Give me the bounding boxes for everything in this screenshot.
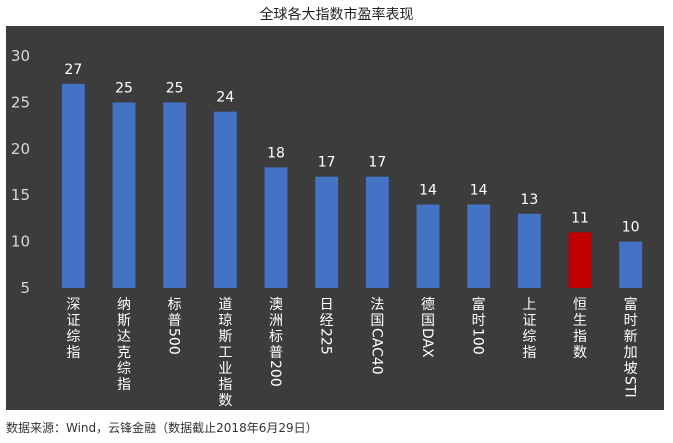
- svg-text:富: 富: [472, 296, 486, 313]
- svg-text:指: 指: [117, 377, 131, 393]
- svg-text:道: 道: [218, 297, 232, 313]
- data-source-note: 数据来源：Wind，云锋金融（数据截止2018年6月29日）: [6, 421, 318, 435]
- svg-text:指: 指: [66, 345, 80, 361]
- bar: [568, 232, 592, 288]
- y-tick-label: 10: [11, 233, 30, 251]
- svg-text:德: 德: [421, 297, 435, 313]
- data-label: 18: [267, 145, 285, 161]
- svg-text:STI: STI: [622, 376, 638, 398]
- bar-chart: 5101520253027深证综指25纳斯达克综指25标普50024道琼斯工业指…: [6, 26, 664, 410]
- svg-text:法: 法: [370, 297, 384, 313]
- bar: [315, 176, 339, 288]
- svg-text:普: 普: [168, 313, 182, 329]
- svg-text:证: 证: [522, 313, 536, 329]
- data-label: 14: [419, 182, 437, 198]
- bar: [112, 102, 136, 289]
- svg-text:经: 经: [320, 313, 334, 329]
- svg-text:澳: 澳: [269, 297, 283, 313]
- svg-text:恒: 恒: [573, 297, 587, 313]
- svg-text:指: 指: [522, 345, 536, 361]
- svg-text:普: 普: [269, 345, 283, 361]
- bar: [365, 176, 389, 288]
- svg-text:深: 深: [66, 297, 80, 313]
- svg-text:225: 225: [318, 328, 334, 355]
- svg-text:琼: 琼: [218, 313, 232, 329]
- svg-text:200: 200: [267, 360, 283, 387]
- svg-text:工: 工: [218, 345, 232, 361]
- data-label: 24: [216, 90, 234, 106]
- data-label: 25: [166, 80, 184, 96]
- y-tick-label: 20: [11, 140, 30, 158]
- svg-text:业: 业: [218, 361, 232, 377]
- svg-text:指: 指: [218, 377, 232, 393]
- svg-text:综: 综: [117, 361, 131, 377]
- svg-text:纳: 纳: [117, 297, 131, 313]
- chart-panel: 5 10 15 20 25 30 27 深证综指 25 纳斯达克综指 25 标普 500 24 道琼斯工业指…: [6, 26, 664, 410]
- bar: [163, 102, 187, 289]
- svg-text:斯: 斯: [218, 329, 232, 345]
- svg-text:斯: 斯: [117, 313, 131, 329]
- data-label: 11: [571, 210, 589, 226]
- bar: [467, 204, 491, 288]
- data-label: 14: [470, 182, 488, 198]
- svg-text:上: 上: [522, 297, 536, 313]
- svg-text:国: 国: [421, 313, 435, 329]
- svg-text:克: 克: [117, 345, 131, 361]
- svg-text:时: 时: [472, 313, 486, 329]
- data-label: 13: [520, 192, 538, 208]
- bar: [61, 83, 85, 288]
- svg-text:达: 达: [117, 329, 131, 345]
- svg-text:数: 数: [573, 345, 587, 361]
- bar: [213, 111, 237, 289]
- svg-text:数: 数: [218, 393, 232, 409]
- y-tick-label: 5: [20, 279, 30, 297]
- svg-text:CAC40: CAC40: [368, 328, 384, 375]
- data-label: 10: [622, 220, 640, 236]
- svg-text:DAX: DAX: [419, 328, 435, 358]
- svg-text:100: 100: [470, 328, 486, 355]
- svg-text:富: 富: [624, 296, 638, 313]
- svg-text:指: 指: [573, 329, 587, 345]
- bar: [619, 241, 643, 288]
- svg-text:洲: 洲: [269, 313, 283, 329]
- svg-text:国: 国: [370, 313, 384, 329]
- y-tick-label: 15: [11, 186, 30, 204]
- svg-text:加: 加: [624, 345, 638, 361]
- svg-text:证: 证: [66, 313, 80, 329]
- data-label: 17: [318, 155, 336, 171]
- svg-text:500: 500: [166, 328, 182, 355]
- y-tick-label: 30: [11, 47, 30, 65]
- data-label: 25: [115, 80, 133, 96]
- data-label: 17: [368, 155, 386, 171]
- bar: [264, 167, 288, 288]
- y-tick-label: 25: [11, 93, 30, 111]
- bar: [517, 213, 541, 288]
- svg-text:新: 新: [624, 329, 638, 345]
- svg-text:时: 时: [624, 313, 638, 329]
- svg-text:生: 生: [573, 313, 587, 329]
- chart-title: 全球各大指数市盈率表现: [259, 7, 414, 23]
- data-label: 27: [64, 62, 82, 78]
- svg-text:日: 日: [320, 297, 334, 313]
- svg-text:综: 综: [66, 329, 80, 345]
- svg-text:坡: 坡: [624, 361, 638, 377]
- svg-text:综: 综: [522, 329, 536, 345]
- svg-text:标: 标: [269, 329, 283, 345]
- svg-text:标: 标: [168, 297, 182, 313]
- bar: [416, 204, 440, 288]
